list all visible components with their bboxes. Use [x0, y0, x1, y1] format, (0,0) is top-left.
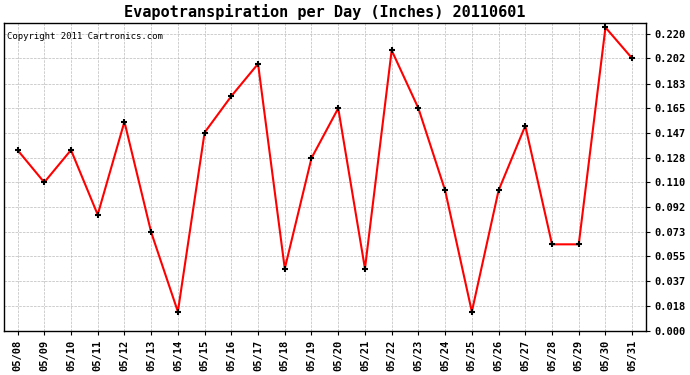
Text: Copyright 2011 Cartronics.com: Copyright 2011 Cartronics.com: [8, 32, 164, 41]
Title: Evapotranspiration per Day (Inches) 20110601: Evapotranspiration per Day (Inches) 2011…: [124, 4, 526, 20]
